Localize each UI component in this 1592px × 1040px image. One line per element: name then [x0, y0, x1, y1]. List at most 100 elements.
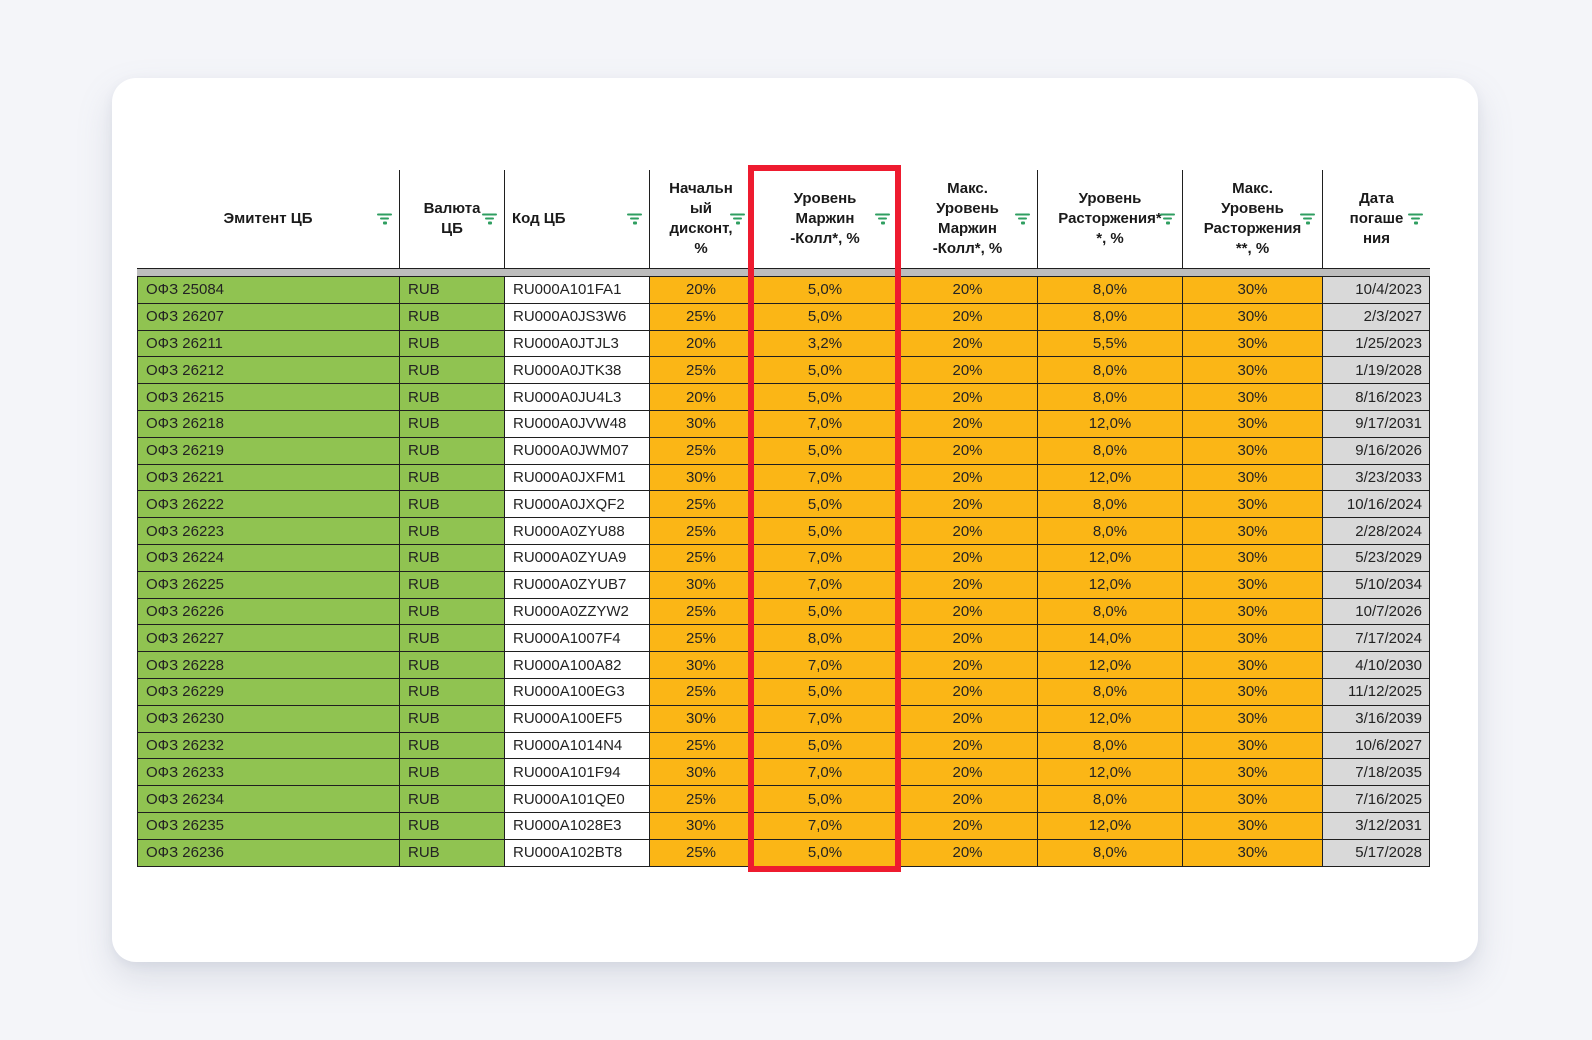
table-row: ОФЗ 26219 RUB RU000A0JWM07 25% 5,0% 20% 8,0% 30…: [137, 437, 1430, 465]
margin-call-cell: 7,0%: [753, 544, 898, 572]
initial-discount-cell: 25%: [650, 786, 753, 813]
filter-icon[interactable]: [728, 212, 747, 227]
initial-discount-cell: 25%: [650, 839, 753, 867]
table-row: ОФЗ 26211 RUB RU000A0JTJL3 20% 3,2% 20% 5,5% 30…: [137, 330, 1430, 358]
header-cell-termination-level: Уровень Расторжения* *, %: [1038, 170, 1183, 268]
max-margin-call-cell: 20%: [898, 277, 1038, 304]
issuer-cell: ОФЗ 26219: [137, 437, 400, 465]
max-termination-level-cell: 30%: [1183, 759, 1323, 787]
initial-discount-cell: 25%: [650, 598, 753, 626]
currency-cell: RUB: [400, 303, 505, 331]
filter-icon[interactable]: [480, 212, 499, 227]
termination-level-cell: 12,0%: [1038, 759, 1183, 787]
termination-level-cell: 8,0%: [1038, 518, 1183, 545]
maturity-date-cell: 9/17/2031: [1323, 410, 1430, 438]
termination-level-cell: 8,0%: [1038, 732, 1183, 760]
maturity-date-cell: 11/12/2025: [1323, 678, 1430, 706]
initial-discount-cell: 20%: [650, 384, 753, 411]
table-row: ОФЗ 26234 RUB RU000A101QE0 25% 5,0% 20% 8,0% 30…: [137, 786, 1430, 813]
issuer-cell: ОФЗ 26227: [137, 625, 400, 653]
maturity-date-cell: 5/10/2034: [1323, 571, 1430, 599]
currency-cell: RUB: [400, 625, 505, 653]
termination-level-cell: 8,0%: [1038, 303, 1183, 331]
column-header-label: Уровень Расторжения* *, %: [1058, 190, 1162, 247]
termination-level-cell: 8,0%: [1038, 491, 1183, 519]
filter-icon[interactable]: [873, 212, 892, 227]
maturity-date-cell: 8/16/2023: [1323, 384, 1430, 411]
code-cell: RU000A0ZYUB7: [505, 571, 650, 599]
margin-call-cell: 7,0%: [753, 571, 898, 599]
code-cell: RU000A0JWM07: [505, 437, 650, 465]
currency-cell: RUB: [400, 544, 505, 572]
maturity-date-cell: 5/23/2029: [1323, 544, 1430, 572]
termination-level-cell: 8,0%: [1038, 357, 1183, 385]
filter-icon[interactable]: [1158, 212, 1177, 227]
initial-discount-cell: 25%: [650, 544, 753, 572]
issuer-cell: ОФЗ 26234: [137, 786, 400, 813]
issuer-cell: ОФЗ 26236: [137, 839, 400, 867]
max-margin-call-cell: 20%: [898, 625, 1038, 653]
margin-call-cell: 5,0%: [753, 839, 898, 867]
issuer-cell: ОФЗ 26211: [137, 330, 400, 358]
header-cell-currency: Валюта ЦБ: [400, 170, 505, 268]
margin-call-cell: 5,0%: [753, 786, 898, 813]
code-cell: RU000A1028E3: [505, 812, 650, 840]
max-margin-call-cell: 20%: [898, 732, 1038, 760]
issuer-cell: ОФЗ 26215: [137, 384, 400, 411]
bonds-table: Эмитент ЦБ Валюта ЦБ Код ЦБ Начальн ый диск…: [137, 165, 1430, 872]
max-termination-level-cell: 30%: [1183, 518, 1323, 545]
margin-call-cell: 5,0%: [753, 303, 898, 331]
filter-icon[interactable]: [1406, 212, 1425, 227]
maturity-date-cell: 3/12/2031: [1323, 812, 1430, 840]
currency-cell: RUB: [400, 786, 505, 813]
margin-call-cell: 5,0%: [753, 598, 898, 626]
header-cell-maturity-date: Дата погаше ния: [1323, 170, 1430, 268]
issuer-cell: ОФЗ 26223: [137, 518, 400, 545]
currency-cell: RUB: [400, 732, 505, 760]
initial-discount-cell: 25%: [650, 678, 753, 706]
filter-icon[interactable]: [1298, 212, 1317, 227]
maturity-date-cell: 7/18/2035: [1323, 759, 1430, 787]
filter-icon[interactable]: [625, 212, 644, 227]
termination-level-cell: 12,0%: [1038, 652, 1183, 679]
currency-cell: RUB: [400, 277, 505, 304]
max-margin-call-cell: 20%: [898, 491, 1038, 519]
issuer-cell: ОФЗ 26233: [137, 759, 400, 787]
termination-level-cell: 8,0%: [1038, 277, 1183, 304]
margin-call-cell: 7,0%: [753, 812, 898, 840]
issuer-cell: ОФЗ 25084: [137, 277, 400, 304]
termination-level-cell: 8,0%: [1038, 598, 1183, 626]
max-margin-call-cell: 20%: [898, 518, 1038, 545]
issuer-cell: ОФЗ 26218: [137, 410, 400, 438]
max-margin-call-cell: 20%: [898, 330, 1038, 358]
maturity-date-cell: 4/10/2030: [1323, 652, 1430, 679]
code-cell: RU000A0JTK38: [505, 357, 650, 385]
header-cell-margin-call: Уровень Маржин -Колл*, %: [753, 170, 898, 268]
initial-discount-cell: 30%: [650, 812, 753, 840]
max-margin-call-cell: 20%: [898, 357, 1038, 385]
margin-call-cell: 5,0%: [753, 732, 898, 760]
issuer-cell: ОФЗ 26224: [137, 544, 400, 572]
maturity-date-cell: 7/16/2025: [1323, 786, 1430, 813]
maturity-date-cell: 10/6/2027: [1323, 732, 1430, 760]
code-cell: RU000A1007F4: [505, 625, 650, 653]
code-cell: RU000A0JTJL3: [505, 330, 650, 358]
initial-discount-cell: 25%: [650, 625, 753, 653]
table-row: ОФЗ 26207 RUB RU000A0JS3W6 25% 5,0% 20% 8,0% 30…: [137, 303, 1430, 331]
code-cell: RU000A0JXFM1: [505, 464, 650, 492]
termination-level-cell: 12,0%: [1038, 812, 1183, 840]
termination-level-cell: 8,0%: [1038, 786, 1183, 813]
code-cell: RU000A0ZZYW2: [505, 598, 650, 626]
filter-icon[interactable]: [1013, 212, 1032, 227]
max-margin-call-cell: 20%: [898, 544, 1038, 572]
maturity-date-cell: 3/23/2033: [1323, 464, 1430, 492]
filter-icon[interactable]: [375, 212, 394, 227]
margin-call-cell: 7,0%: [753, 464, 898, 492]
max-margin-call-cell: 20%: [898, 839, 1038, 867]
table-body: ОФЗ 25084 RUB RU000A101FA1 20% 5,0% 20% 8,0% 30…: [137, 277, 1430, 867]
max-termination-level-cell: 30%: [1183, 625, 1323, 653]
issuer-cell: ОФЗ 26229: [137, 678, 400, 706]
maturity-date-cell: 10/16/2024: [1323, 491, 1430, 519]
initial-discount-cell: 20%: [650, 277, 753, 304]
initial-discount-cell: 30%: [650, 410, 753, 438]
